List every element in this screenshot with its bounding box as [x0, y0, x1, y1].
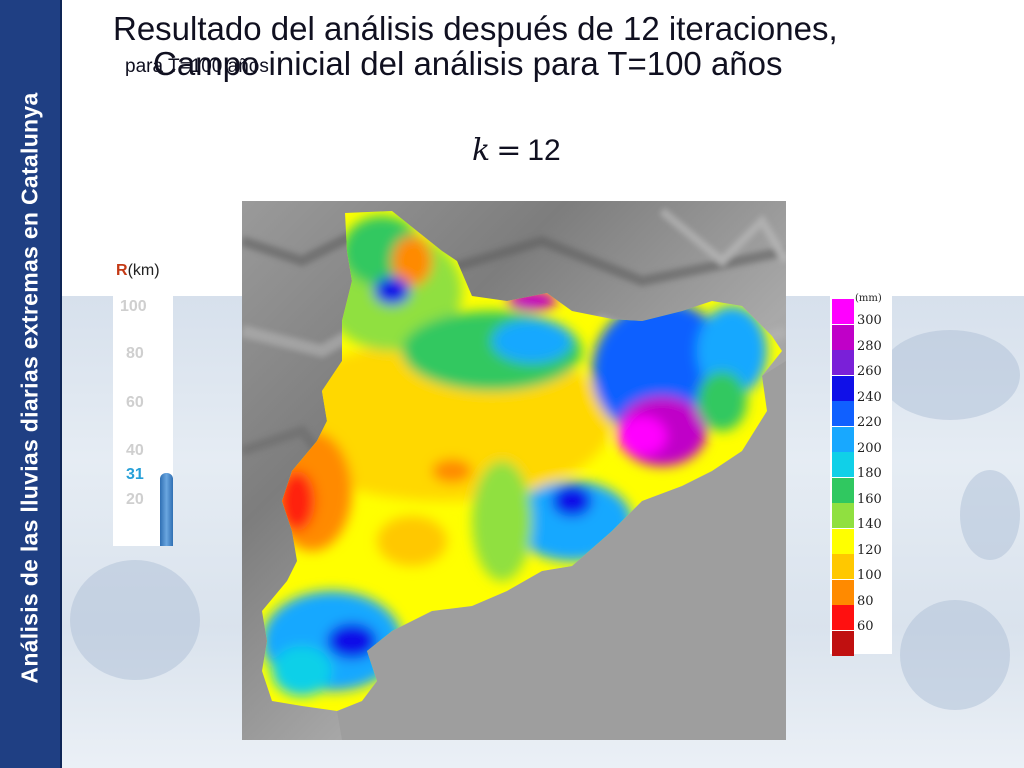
legend-swatch — [832, 528, 854, 554]
legend-label: 100 — [857, 568, 882, 583]
legend-label: 300 — [857, 313, 882, 328]
legend-label: 280 — [857, 338, 882, 354]
radius-tick: 60 — [126, 394, 144, 411]
background-cloud — [880, 330, 1020, 420]
legend-swatch — [832, 503, 854, 528]
legend-swatch — [832, 401, 854, 426]
radius-symbol: R — [116, 262, 128, 279]
radius-tick: 20 — [126, 491, 144, 508]
precipitation-map — [240, 201, 790, 740]
legend-label: 60 — [857, 619, 874, 634]
legend-label: 80 — [857, 593, 874, 609]
legend-swatch — [832, 299, 854, 324]
legend-swatch — [832, 579, 854, 605]
sidebar: Análisis de las lluvias diarias extremas… — [0, 0, 62, 768]
legend-swatch — [832, 477, 854, 503]
iteration-formula: k = 12 — [472, 133, 561, 168]
legend-swatch — [832, 324, 854, 350]
legend-label: 140 — [857, 517, 882, 532]
legend-label: 200 — [857, 440, 882, 456]
radius-label: R(km) — [116, 262, 160, 280]
legend-swatch — [832, 375, 854, 401]
legend-swatch — [832, 452, 854, 477]
legend-label: 220 — [857, 415, 882, 430]
legend-swatch — [832, 350, 854, 375]
sea-area — [337, 361, 786, 740]
legend-label: 180 — [857, 466, 882, 481]
radius-tick: 80 — [126, 345, 144, 362]
radius-tick: 100 — [120, 298, 147, 315]
legend-swatch — [832, 426, 854, 452]
title-line-2: Campo inicial del análisis para T=100 añ… — [153, 45, 783, 82]
radius-unit: (km) — [127, 262, 160, 279]
background-cloud — [960, 470, 1020, 560]
catalunya-map-graphic — [240, 207, 790, 740]
title-line-1: Resultado del análisis después de 12 ite… — [113, 10, 838, 47]
sidebar-title: Análisis de las lluvias diarias extremas… — [16, 92, 43, 684]
formula-variable: k — [472, 133, 491, 168]
legend-unit: (mm) — [855, 293, 882, 304]
legend-label: 240 — [857, 389, 882, 405]
radius-tick: 40 — [126, 442, 144, 459]
legend-swatch — [832, 554, 854, 579]
legend-swatch — [832, 630, 854, 656]
legend-label: 160 — [857, 491, 882, 507]
radius-slider-bar — [160, 473, 173, 546]
background-cloud — [900, 600, 1010, 710]
formula-value: 12 — [527, 134, 561, 167]
title-line-1-continuation: para T=100 años — [125, 56, 269, 77]
legend-label: 260 — [857, 364, 882, 379]
background-cloud — [70, 560, 200, 680]
formula-equals: = — [496, 133, 522, 168]
legend-label: 120 — [857, 542, 882, 558]
radius-current-value: 31 — [126, 466, 144, 483]
legend-swatch — [832, 605, 854, 630]
